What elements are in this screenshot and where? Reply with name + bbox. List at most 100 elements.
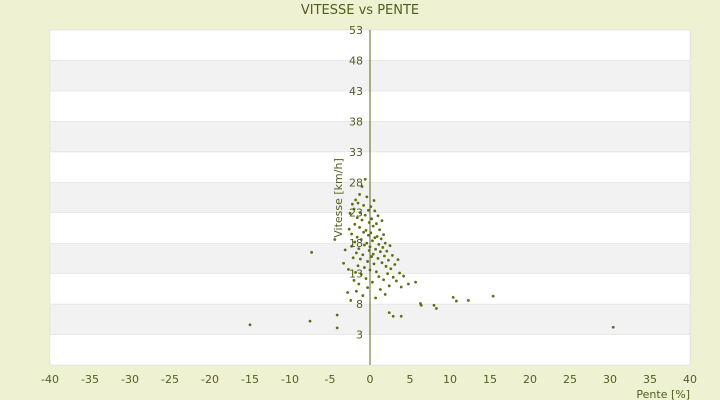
data-point [378,228,381,232]
data-point [369,205,373,209]
data-point [393,263,397,266]
data-point [366,286,369,290]
data-point [371,224,375,228]
data-point [384,264,388,268]
data-point [373,209,377,213]
data-point [387,284,391,288]
data-point [388,244,392,248]
x-tick-label: -30 [121,373,139,386]
data-point [377,275,381,279]
data-point [363,243,366,247]
data-point [350,244,353,248]
data-point [361,294,365,297]
data-point [367,221,371,224]
data-point [365,195,369,199]
data-point [367,208,370,212]
data-point [399,314,403,318]
data-point [359,211,362,215]
data-point [367,233,370,237]
x-tick-label: -35 [81,373,99,386]
data-point [354,271,357,274]
data-point [353,222,357,226]
data-point [391,253,394,257]
data-point [353,240,357,244]
data-point [371,280,374,284]
y-tick-label: 38 [349,115,363,128]
data-point [356,264,360,268]
data-point [363,177,367,181]
x-tick-label: 10 [443,373,457,386]
x-tick-label: 5 [407,373,414,386]
x-tick-label: 15 [483,373,497,386]
data-point [375,222,378,226]
data-point [347,227,351,231]
data-point [364,277,368,280]
data-point [391,314,395,318]
data-point [391,275,395,279]
x-tick-label: -15 [241,373,259,386]
data-point [386,272,389,276]
chart-title: VITESSE vs PENTE [301,3,419,18]
data-point [363,266,366,269]
data-point [377,243,381,246]
data-point [346,291,349,294]
data-point [379,288,382,291]
data-point [361,253,365,257]
data-point [370,255,373,258]
data-point [335,313,339,317]
data-point [467,299,470,302]
data-point [368,268,372,272]
data-point [360,185,364,188]
data-point [349,299,353,302]
x-tick-label: -5 [325,373,336,386]
x-tick-label: 35 [643,373,657,386]
data-point [379,250,382,254]
x-tick-labels: -40 -35 -30 -25 -20 -15 -10 -5 0 5 10 15 20 25 30 35 40 [41,373,697,386]
y-tick-label: 3 [356,329,363,342]
data-point [372,262,376,266]
data-point [419,303,423,307]
data-point [248,323,252,327]
data-point [373,236,377,240]
data-points [248,177,615,330]
data-point [374,247,377,251]
x-tick-label: -25 [161,373,179,386]
data-point [432,303,436,307]
y-tick-label: 18 [349,237,363,250]
data-point [383,241,387,245]
data-point [374,296,377,300]
data-point [387,258,390,262]
y-tick-label: 13 [349,268,363,281]
data-point [363,213,367,217]
y-tick-label: 23 [349,207,363,220]
data-point [380,219,384,223]
data-point [366,260,369,263]
data-point [347,267,350,271]
data-point [365,241,369,245]
data-point [375,235,379,238]
data-point [308,319,312,323]
data-point [491,294,495,298]
data-point [383,292,387,296]
data-point [381,246,385,249]
data-point [333,238,337,241]
data-point [357,247,361,251]
data-point [310,250,313,254]
data-point [352,278,356,282]
data-point [395,279,398,283]
data-point [362,230,365,234]
data-point [371,252,375,256]
data-point [368,245,372,249]
data-point [382,278,385,282]
data-point [362,204,365,207]
data-point [350,232,353,236]
data-point [435,306,438,310]
data-point [370,217,373,221]
data-point [372,199,376,202]
data-point [385,249,389,253]
x-tick-label: -20 [201,373,219,386]
data-point [360,218,364,222]
data-point [371,239,374,243]
